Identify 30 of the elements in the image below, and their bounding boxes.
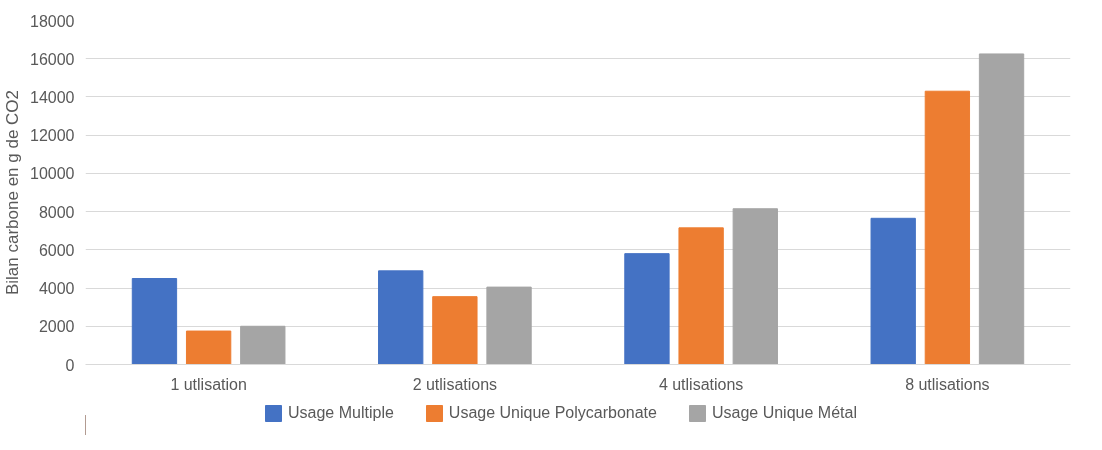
bar [131, 278, 178, 365]
y-tick-label: 0 [65, 356, 75, 374]
legend-label: Usage Unique Polycarbonate [448, 404, 657, 422]
x-tick-label: 8 utlisations [905, 375, 990, 393]
x-tick-label: 1 utlisation [170, 375, 247, 393]
bar [624, 253, 670, 365]
bar [870, 217, 916, 365]
y-tick-label: 16000 [30, 50, 75, 68]
y-tick-label: 6000 [38, 241, 75, 259]
y-tick-label: 10000 [30, 165, 75, 183]
x-tick-label: 4 utlisations [658, 375, 744, 393]
y-tick-label: 18000 [30, 12, 75, 30]
y-tick-label: 8000 [38, 203, 75, 221]
y-tick-label: 14000 [30, 88, 75, 106]
legend-label: Usage Unique Métal [711, 404, 857, 422]
y-tick-label: 4000 [38, 280, 75, 298]
bar [486, 286, 532, 365]
bar [732, 208, 778, 365]
bar [432, 296, 478, 365]
y-tick-label: 12000 [30, 127, 75, 145]
x-tick-label: 2 utlisations [412, 375, 498, 393]
bar [240, 325, 286, 365]
y-tick-label: 2000 [38, 318, 75, 336]
bar [185, 330, 232, 365]
bar [378, 270, 424, 365]
y-axis-title: Bilan carbone en g de CO2 [3, 89, 23, 296]
bar [678, 227, 724, 365]
legend-label: Usage Multiple [288, 404, 394, 422]
bar [924, 90, 971, 365]
bar [978, 53, 1025, 365]
